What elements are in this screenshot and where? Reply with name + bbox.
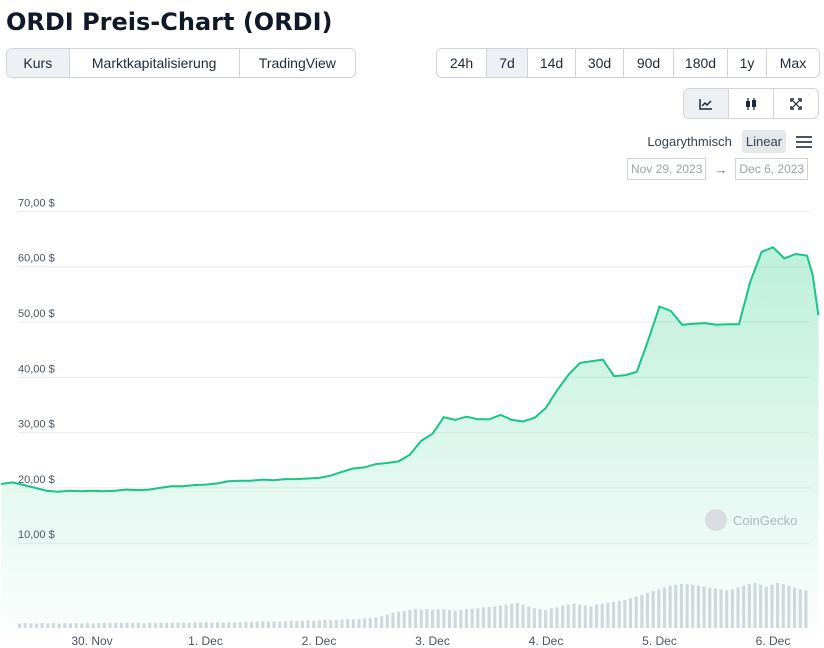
chart-type-toggle [683,88,819,119]
range-14d[interactable]: 14d [527,49,575,77]
y-tick-label: 20,00 $ [18,474,55,486]
range-24h[interactable]: 24h [449,55,474,71]
date-from-input[interactable]: Nov 29, 2023 [627,158,707,180]
x-tick-label: 30. Nov [71,634,112,648]
date-range: Nov 29, 2023 → Dec 6, 2023 [627,158,809,180]
watermark-text: CoinGecko [733,512,798,528]
arrow-right-icon: → [714,161,728,177]
y-tick-label: 30,00 $ [18,419,55,431]
scale-toggle: Logarythmisch Linear [643,130,812,153]
menu-icon[interactable] [796,133,812,151]
tab-marktkapitalisierung[interactable]: Marktkapitalisierung [68,49,239,77]
y-tick-label: 70,00 $ [18,197,55,209]
range-90d[interactable]: 90d [623,49,673,77]
range-7d[interactable]: 7d [486,49,527,77]
y-tick-label: 40,00 $ [18,363,55,375]
price-area [1,247,819,629]
scale-logarithmic[interactable]: Logarythmisch [647,134,732,149]
range-30d[interactable]: 30d [575,49,623,77]
x-tick-label: 6. Dec [756,634,791,648]
candlestick-icon[interactable] [728,89,773,118]
tab-tradingview[interactable]: TradingView [238,49,355,77]
x-axis-labels: 30. Nov 1. Dec 2. Dec 3. Dec 4. Dec 5. Dec 6. … [71,634,790,648]
range-180d[interactable]: 180d [673,49,727,77]
scale-linear[interactable]: Linear [741,130,786,153]
page-title: ORDI Preis-Chart (ORDI) [6,8,333,36]
date-to-input[interactable]: Dec 6, 2023 [735,158,809,180]
view-tabs: Kurs Marktkapitalisierung TradingView [6,48,356,78]
x-tick-label: 2. Dec [302,634,337,648]
coingecko-watermark: CoinGecko [705,509,797,531]
x-tick-label: 3. Dec [415,634,450,648]
price-line [1,246,820,493]
tab-kurs[interactable]: Kurs [7,49,69,77]
expand-icon[interactable] [773,89,818,118]
x-tick-label: 5. Dec [642,634,677,648]
y-tick-label: 50,00 $ [18,308,55,320]
range-1y[interactable]: 1y [727,49,766,77]
range-max[interactable]: Max [766,49,819,77]
x-tick-label: 4. Dec [529,634,564,648]
y-tick-label: 60,00 $ [18,253,55,265]
line-chart-icon[interactable] [684,89,728,118]
range-tabs: 24h 7d 14d 30d 90d 180d 1y Max [436,48,820,78]
price-chart: 10,00 $20,00 $30,00 $40,00 $50,00 $60,00… [1,197,820,648]
coingecko-logo-icon [705,509,727,531]
x-tick-label: 1. Dec [188,634,223,648]
